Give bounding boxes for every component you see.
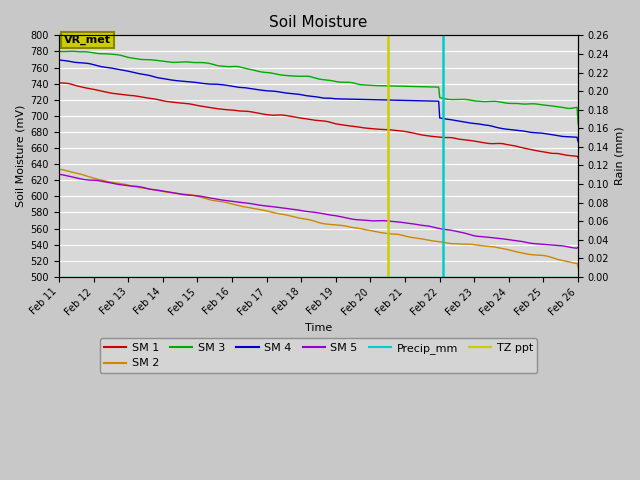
Title: Soil Moisture: Soil Moisture xyxy=(269,15,368,30)
Y-axis label: Soil Moisture (mV): Soil Moisture (mV) xyxy=(15,105,25,207)
X-axis label: Time: Time xyxy=(305,323,332,333)
Y-axis label: Rain (mm): Rain (mm) xyxy=(615,127,625,185)
Text: VR_met: VR_met xyxy=(64,35,111,45)
Legend: SM 1, SM 2, SM 3, SM 4, SM 5, Precip_mm, TZ ppt: SM 1, SM 2, SM 3, SM 4, SM 5, Precip_mm,… xyxy=(99,338,538,373)
